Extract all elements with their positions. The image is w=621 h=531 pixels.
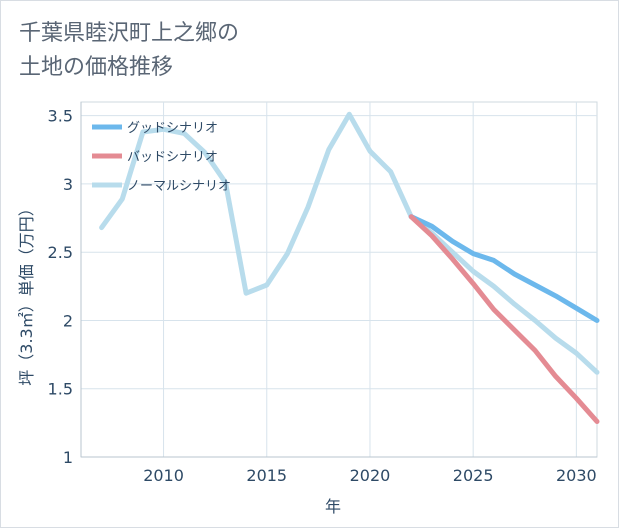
x-axis-ticks: 2010 2015 2020 2025 2030: [143, 466, 597, 485]
y-tick-label: 1: [63, 448, 73, 467]
chart-title: 千葉県睦沢町上之郷の 土地の価格推移: [19, 21, 240, 80]
legend-item-label: ノーマルシナリオ: [127, 179, 231, 194]
legend-item-label: バッドシナリオ: [127, 150, 218, 165]
y-axis-ticks: 1 1.5 2 2.5 3 3.5: [48, 107, 73, 467]
x-tick-label: 2030: [556, 466, 597, 485]
y-tick-label: 3: [63, 175, 73, 194]
grid-lines: [80, 102, 597, 458]
y-tick-label: 3.5: [48, 107, 73, 126]
x-tick-label: 2025: [453, 466, 494, 485]
x-tick-label: 2010: [143, 466, 184, 485]
y-tick-label: 2: [63, 311, 73, 330]
series-lines: [99, 111, 600, 424]
legend-item-label: グッドシナリオ: [127, 121, 218, 136]
y-axis-title: 坪（3.3㎡）単価（万円）: [17, 200, 36, 385]
y-tick-label: 1.5: [48, 380, 73, 399]
plot-area: [80, 101, 598, 458]
series-line-2: [99, 111, 600, 375]
x-tick-label: 2020: [350, 466, 391, 485]
series-line-1: [408, 214, 600, 424]
x-tick-label: 2015: [246, 466, 287, 485]
x-axis-title: 年: [325, 497, 341, 516]
y-tick-label: 2.5: [48, 243, 73, 262]
series-line-0: [408, 214, 600, 323]
